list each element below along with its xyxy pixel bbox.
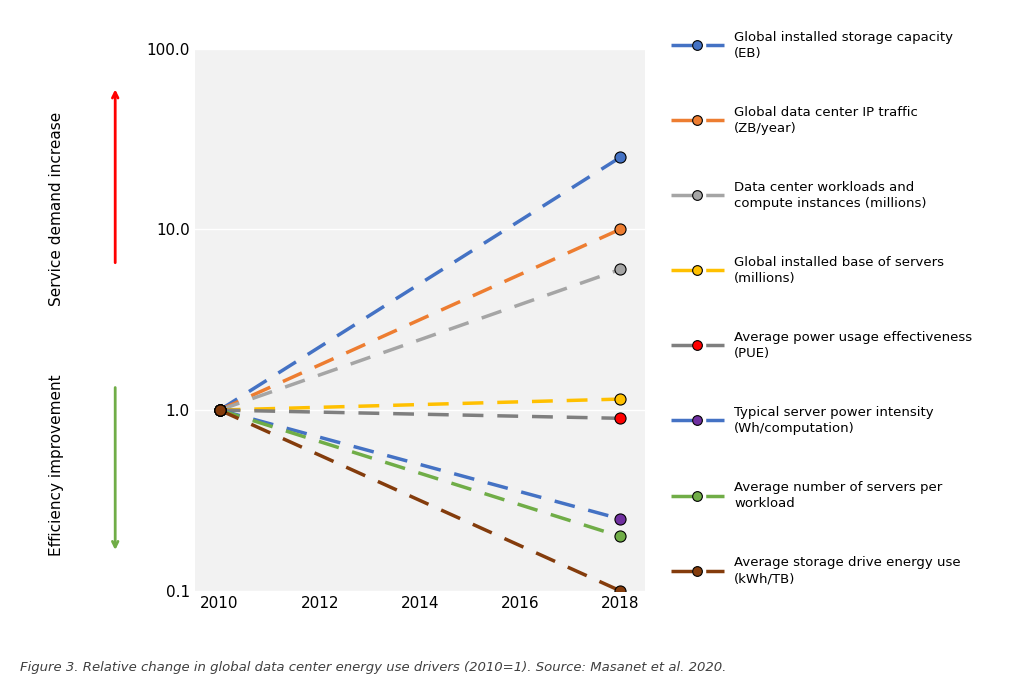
Text: Average storage drive energy use
(kWh/TB): Average storage drive energy use (kWh/TB…	[734, 556, 961, 585]
Text: Global data center IP traffic
(ZB/year): Global data center IP traffic (ZB/year)	[734, 106, 919, 135]
Text: Data center workloads and
compute instances (millions): Data center workloads and compute instan…	[734, 181, 927, 210]
Text: Average power usage effectiveness
(PUE): Average power usage effectiveness (PUE)	[734, 331, 973, 360]
Text: Figure 3. Relative change in global data center energy use drivers (2010=1). Sou: Figure 3. Relative change in global data…	[20, 661, 727, 674]
Text: Global installed storage capacity
(EB): Global installed storage capacity (EB)	[734, 31, 953, 60]
Text: Service demand increase: Service demand increase	[49, 111, 63, 306]
Text: Average number of servers per
workload: Average number of servers per workload	[734, 481, 942, 510]
Text: Global installed base of servers
(millions): Global installed base of servers (millio…	[734, 256, 944, 285]
Text: Efficiency improvement: Efficiency improvement	[49, 375, 63, 557]
Text: Typical server power intensity
(Wh/computation): Typical server power intensity (Wh/compu…	[734, 406, 934, 435]
